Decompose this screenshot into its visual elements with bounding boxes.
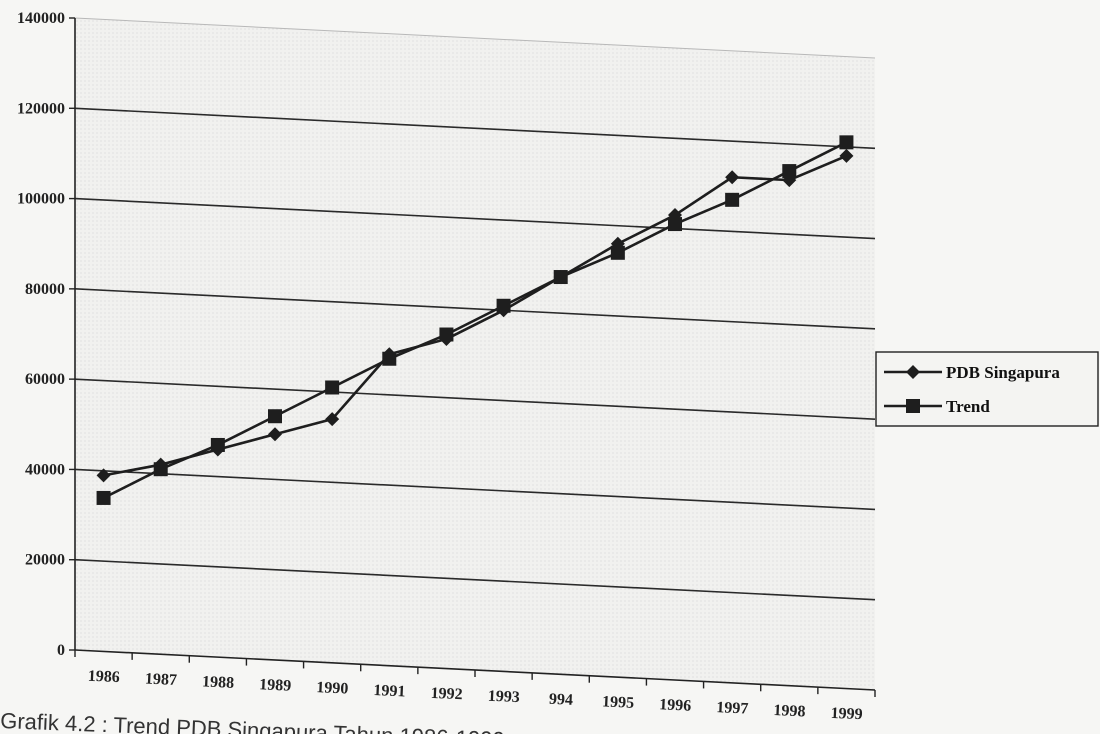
data-point-square xyxy=(725,192,740,207)
series-line xyxy=(103,154,847,477)
legend-item: Trend xyxy=(884,397,990,416)
x-tick-label: 1986 xyxy=(87,668,120,686)
x-tick-label: 1993 xyxy=(487,688,520,706)
data-point-square xyxy=(553,270,568,285)
gridline xyxy=(74,558,876,601)
legend-box xyxy=(875,351,1099,427)
x-tick-label: 994 xyxy=(549,691,574,709)
data-point-diamond xyxy=(325,412,340,427)
data-point-square xyxy=(439,327,454,342)
y-tick-label: 40000 xyxy=(25,461,65,478)
x-tick-label: 1992 xyxy=(430,685,463,703)
gridline xyxy=(74,378,876,420)
gridline xyxy=(74,197,876,240)
data-point-square xyxy=(325,380,340,395)
data-point-diamond xyxy=(906,365,920,379)
y-tick-label: 80000 xyxy=(25,281,65,298)
legend-label: PDB Singapura xyxy=(946,363,1060,382)
data-point-diamond xyxy=(839,148,854,163)
gridline xyxy=(74,288,876,330)
series-line xyxy=(102,141,848,500)
x-tick-label: 1989 xyxy=(259,676,292,694)
x-tick-label: 1991 xyxy=(373,682,406,700)
y-tick-label: 20000 xyxy=(25,552,65,569)
y-tick-label: 140000 xyxy=(17,10,65,27)
x-tick-label: 1987 xyxy=(145,671,178,689)
data-point-square xyxy=(839,135,854,150)
legend-label: Trend xyxy=(946,397,990,416)
plot-area xyxy=(75,18,875,690)
x-tick-label: 1997 xyxy=(716,699,749,717)
data-point-square xyxy=(906,399,920,413)
data-point-diamond xyxy=(268,427,282,442)
x-tick-label: 1998 xyxy=(773,702,806,720)
data-point-square xyxy=(153,462,168,477)
data-point-square xyxy=(496,298,511,313)
data-point-square xyxy=(268,409,282,424)
x-tick-label: 1996 xyxy=(659,696,692,714)
legend-item: PDB Singapura xyxy=(884,363,1060,382)
series-trend xyxy=(96,135,854,505)
data-point-diamond xyxy=(725,170,740,185)
y-tick-label: 100000 xyxy=(17,191,65,208)
data-point-diamond xyxy=(96,468,111,483)
x-tick-label: 1999 xyxy=(830,705,863,723)
gridline xyxy=(74,17,876,59)
gridline xyxy=(74,107,876,150)
gridline xyxy=(74,468,876,511)
figure-caption: Grafik 4.2 : Trend PDB Singapura Tahun 1… xyxy=(0,708,505,734)
data-point-square xyxy=(382,351,397,366)
data-point-square xyxy=(610,245,625,260)
data-point-square xyxy=(668,217,682,232)
x-tick-label: 1988 xyxy=(202,673,235,691)
x-tick-label: 1995 xyxy=(602,693,635,711)
data-point-square xyxy=(210,437,225,452)
data-point-square xyxy=(782,164,797,179)
x-tick-label: 1990 xyxy=(316,679,349,697)
y-tick-label: 0 xyxy=(57,642,65,659)
y-tick-label: 60000 xyxy=(25,371,65,388)
data-point-square xyxy=(96,490,111,505)
y-tick-label: 120000 xyxy=(17,100,65,117)
